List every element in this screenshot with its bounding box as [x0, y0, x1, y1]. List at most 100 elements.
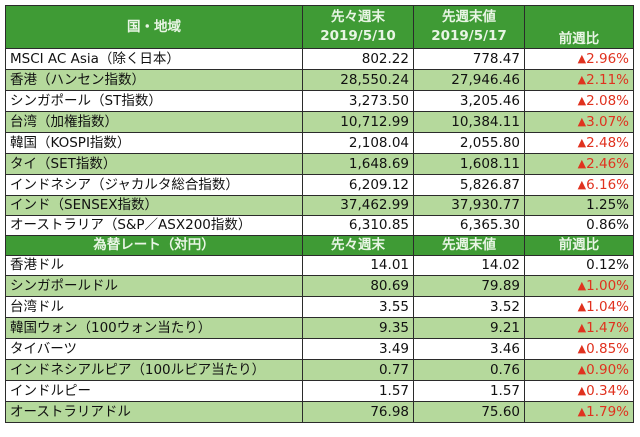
change-value: 0.12%	[524, 255, 634, 276]
table-row: タイ（SET指数） 1,648.69 1,608.11 ▲2.46%	[5, 153, 634, 175]
change-value: ▲0.34%	[524, 380, 634, 402]
row-name: シンガポールドル	[5, 275, 303, 297]
row-name: オーストラリア（S&P／ASX200指数）	[5, 215, 303, 236]
row-name: 香港（ハンセン指数）	[5, 69, 303, 91]
change-value: ▲2.46%	[524, 153, 634, 175]
prev-value: 3,205.46	[413, 90, 525, 112]
row-name: タイバーツ	[5, 338, 303, 360]
prev-value: 75.60	[413, 401, 525, 423]
table-row: 韓国（KOSPI指数） 2,108.04 2,055.80 ▲2.48%	[5, 132, 634, 154]
row-name: オーストラリアドル	[5, 401, 303, 423]
change-text: 2.96%	[586, 51, 629, 67]
fx-region-header: 為替レート（対円）	[5, 235, 303, 256]
table-row: 香港（ハンセン指数） 28,550.24 27,946.46 ▲2.11%	[5, 69, 634, 91]
fx-prev-prev-header: 先々週末	[302, 235, 414, 256]
change-text: 0.85%	[586, 341, 629, 357]
prev-value: 3.52	[413, 296, 525, 318]
change-text: 1.25%	[586, 197, 629, 213]
row-name: 台湾（加権指数）	[5, 111, 303, 133]
change-value: 1.25%	[524, 195, 634, 216]
prev-value: 0.76	[413, 359, 525, 381]
change-text: 0.12%	[586, 257, 629, 273]
triangle-up-icon: ▲	[577, 157, 587, 170]
fx-header-body: 為替レート（対円） 先々週末 先週末値 前週比	[5, 235, 634, 256]
change-text: 2.46%	[586, 156, 629, 172]
table-row: 台湾ドル 3.55 3.52 ▲1.04%	[5, 296, 634, 318]
table-row: 台湾（加権指数） 10,712.99 10,384.11 ▲3.07%	[5, 111, 634, 133]
table-row: オーストラリアドル 76.98 75.60 ▲1.79%	[5, 401, 634, 423]
triangle-up-icon: ▲	[577, 342, 587, 355]
row-name: MSCI AC Asia（除く日本）	[5, 48, 303, 70]
table-row: インドルピー 1.57 1.57 ▲0.34%	[5, 380, 634, 402]
prev-value: 10,384.11	[413, 111, 525, 133]
change-header: 前週比	[524, 5, 634, 49]
market-summary-table: 国・地域 先々週末 2019/5/10 先週末値 2019/5/17 前週比 M…	[5, 5, 634, 423]
prev-prev-value: 1.57	[302, 380, 414, 402]
triangle-up-icon: ▲	[577, 136, 587, 149]
prev-value: 5,826.87	[413, 174, 525, 196]
prev-prev-value: 80.69	[302, 275, 414, 297]
change-text: 2.11%	[586, 72, 629, 88]
change-value: ▲1.04%	[524, 296, 634, 318]
row-name: タイ（SET指数）	[5, 153, 303, 175]
triangle-up-icon: ▲	[577, 94, 587, 107]
row-name: インド（SENSEX指数）	[5, 195, 303, 216]
table-row: 香港ドル 14.01 14.02 0.12%	[5, 255, 634, 276]
change-value: ▲1.00%	[524, 275, 634, 297]
triangle-up-icon: ▲	[577, 405, 587, 418]
change-value: ▲2.96%	[524, 48, 634, 70]
triangle-up-icon: ▲	[577, 300, 587, 313]
change-text: 1.47%	[586, 320, 629, 336]
market-table-container: 国・地域 先々週末 2019/5/10 先週末値 2019/5/17 前週比 M…	[5, 5, 634, 423]
prev-value: 778.47	[413, 48, 525, 70]
row-name: シンガポール（ST指数）	[5, 90, 303, 112]
table-row: インドネシア（ジャカルタ総合指数） 6,209.12 5,826.87 ▲6.16%	[5, 174, 634, 196]
change-value: ▲1.79%	[524, 401, 634, 423]
prev-prev-value: 37,462.99	[302, 195, 414, 216]
change-text: 2.08%	[586, 93, 629, 109]
change-text: 2.48%	[586, 135, 629, 151]
change-text: 6.16%	[586, 177, 629, 193]
prev-prev-value: 6,209.12	[302, 174, 414, 196]
row-name: インドルピー	[5, 380, 303, 402]
prev-value: 14.02	[413, 255, 525, 276]
change-text: 1.04%	[586, 299, 629, 315]
prev-label: 先週末値	[442, 9, 496, 25]
row-name: インドネシア（ジャカルタ総合指数）	[5, 174, 303, 196]
table-row: オーストラリア（S&P／ASX200指数） 6,310.85 6,365.30 0.8…	[5, 215, 634, 236]
table-row: インドネシアルピア（100ルピア当たり） 0.77 0.76 ▲0.90%	[5, 359, 634, 381]
prev-prev-value: 6,310.85	[302, 215, 414, 236]
triangle-up-icon: ▲	[577, 321, 587, 334]
prev-prev-value: 2,108.04	[302, 132, 414, 154]
prev-value: 2,055.80	[413, 132, 525, 154]
change-text: 0.86%	[586, 217, 629, 233]
change-value: ▲6.16%	[524, 174, 634, 196]
prev-prev-value: 3.55	[302, 296, 414, 318]
prev-prev-value: 9.35	[302, 317, 414, 339]
change-value: ▲0.85%	[524, 338, 634, 360]
change-value: ▲0.90%	[524, 359, 634, 381]
prev-prev-value: 802.22	[302, 48, 414, 70]
change-text: 0.34%	[586, 383, 629, 399]
table-row: MSCI AC Asia（除く日本） 802.22 778.47 ▲2.96%	[5, 48, 634, 70]
row-name: 韓国ウォン（100ウォン当たり）	[5, 317, 303, 339]
prev-value: 3.46	[413, 338, 525, 360]
prev-prev-date: 2019/5/10	[320, 28, 396, 44]
fx-header-row: 為替レート（対円） 先々週末 先週末値 前週比	[5, 235, 634, 256]
change-value: ▲2.08%	[524, 90, 634, 112]
table-row: シンガポール（ST指数） 3,273.50 3,205.46 ▲2.08%	[5, 90, 634, 112]
prev-prev-value: 76.98	[302, 401, 414, 423]
prev-value: 9.21	[413, 317, 525, 339]
table-row: 韓国ウォン（100ウォン当たり） 9.35 9.21 ▲1.47%	[5, 317, 634, 339]
change-text: 0.90%	[586, 362, 629, 378]
change-value: ▲2.11%	[524, 69, 634, 91]
index-table-body: MSCI AC Asia（除く日本） 802.22 778.47 ▲2.96% 香港（ハ…	[5, 48, 634, 236]
triangle-up-icon: ▲	[577, 115, 587, 128]
prev-prev-label: 先々週末	[331, 9, 385, 25]
prev-value: 1.57	[413, 380, 525, 402]
row-name: 台湾ドル	[5, 296, 303, 318]
prev-value: 27,946.46	[413, 69, 525, 91]
fx-table-body: 香港ドル 14.01 14.02 0.12% シンガポールドル 80.69 79.89 ▲1.…	[5, 255, 634, 423]
prev-prev-value: 0.77	[302, 359, 414, 381]
change-value: ▲3.07%	[524, 111, 634, 133]
